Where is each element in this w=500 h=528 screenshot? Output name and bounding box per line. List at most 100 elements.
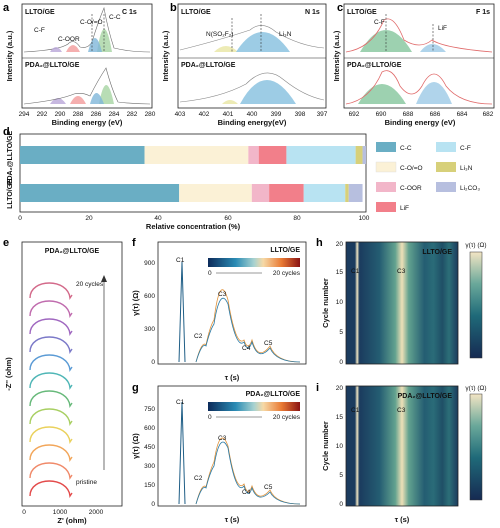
- x-axis-label: Binding energy (eV): [385, 118, 456, 127]
- bar-segment: [348, 184, 363, 202]
- panel-letter: a: [3, 2, 10, 14]
- nyquist-arc: [29, 408, 73, 427]
- arrow-head-icon: [101, 275, 107, 282]
- plot-frame: [19, 133, 367, 213]
- colorbar: [469, 393, 483, 501]
- spectrum-envelope: [345, 18, 493, 53]
- heatmap: [346, 242, 458, 364]
- panel-title: PDA₂@LLTO/GE: [398, 393, 453, 400]
- legend-label: C-OOR: [400, 185, 422, 192]
- y-tick: 600: [144, 425, 155, 432]
- y-tick: 20: [336, 241, 344, 248]
- nyquist-arc: [29, 354, 73, 373]
- panel-f: f LLTO/GE 0 20 cycles C1 C2 C3 C4 C5 0 3…: [131, 237, 307, 382]
- x-ticks: 692 690 688 686 684 682: [349, 111, 494, 118]
- category-label: PDA₂@LLTO/GE: [7, 130, 14, 185]
- y-axis-label: γ(τ) (Ω): [131, 433, 140, 459]
- y-tick: 10: [336, 443, 344, 450]
- nyquist-arc: [29, 444, 73, 463]
- cycle-colorbar: [208, 258, 300, 267]
- panel-e: e PDA₂@LLTO/GE 20 cycles pristine -Z'' (…: [3, 237, 123, 525]
- peak-fill-lif: [420, 44, 446, 52]
- spectrum-envelope: [23, 67, 151, 105]
- peak-label: C1: [176, 257, 185, 264]
- peak-fill-coor: [70, 96, 86, 104]
- nyquist-arc: [29, 282, 73, 301]
- y-ticks: 0 5 10 15 20: [336, 241, 344, 366]
- x-tick: 684: [457, 111, 468, 118]
- sample-label: LLTO/GE: [181, 9, 211, 16]
- peak-label: C5: [264, 340, 273, 347]
- sample-label: PDA₂@LLTO/GE: [25, 62, 80, 69]
- peak-fill-cf: [50, 47, 62, 52]
- panel-letter: h: [316, 237, 323, 249]
- y-tick: 15: [336, 269, 344, 276]
- x-tick: 688: [403, 111, 414, 118]
- legend-swatch: [436, 182, 456, 192]
- nyquist-arc: [29, 336, 73, 355]
- y-tick: 450: [144, 444, 155, 451]
- y-tick: 15: [336, 414, 344, 421]
- peak-label: C2: [194, 475, 203, 482]
- bar-segment: [144, 146, 249, 164]
- nyquist-arc: [29, 390, 73, 409]
- y-ticks: 0 300 600 900: [144, 260, 155, 366]
- arrow-label: 20 cycles: [76, 281, 104, 288]
- bar-segment: [362, 146, 366, 164]
- x-ticks: 0 1000 2000: [22, 509, 103, 516]
- bar-segment: [20, 184, 180, 202]
- panel-title: LLTO/GE: [422, 249, 452, 256]
- x-tick: 0: [18, 215, 22, 222]
- colorbar: [469, 251, 483, 359]
- x-tick: 294: [19, 111, 30, 118]
- legend-swatch: [376, 182, 396, 192]
- sample-label: PDA₂@LLTO/GE: [181, 62, 236, 69]
- stacked-bars: [20, 146, 366, 202]
- bar-segment: [248, 146, 259, 164]
- x-tick: 60: [224, 215, 232, 222]
- x-tick: 286: [91, 111, 102, 118]
- drt-curve: [178, 261, 186, 363]
- y-ticks: 0 5 10 15 20: [336, 385, 344, 508]
- x-ticks: 294 292 290 288 286 284 282 280: [19, 111, 156, 118]
- drt-curve: [178, 401, 186, 505]
- y-axis-label: Cycle number: [321, 278, 330, 328]
- panel-title: PDA₂@LLTO/GE: [246, 391, 301, 398]
- cbar-end: 20 cycles: [273, 270, 301, 277]
- y-axis-label: Intensity (a.u.): [161, 30, 170, 81]
- peak-label: C-C: [109, 14, 121, 21]
- x-tick: 402: [199, 111, 210, 118]
- y-tick: 300: [144, 463, 155, 470]
- peak-fill-coor: [66, 45, 80, 52]
- panel-i: i PDA₂@LLTO/GE C1 C3 0 5 10 15 20 Cycle …: [316, 382, 487, 524]
- panel-letter: g: [132, 382, 139, 394]
- x-axis-label: τ (s): [225, 515, 240, 524]
- panel-letter: b: [170, 2, 177, 14]
- x-tick: 0: [22, 509, 26, 516]
- peak-fill-cf: [358, 84, 406, 104]
- y-tick: 150: [144, 482, 155, 489]
- x-tick: 398: [295, 111, 306, 118]
- panel-letter: i: [316, 382, 319, 394]
- x-tick: 40: [154, 215, 162, 222]
- x-tick: 1000: [53, 509, 68, 516]
- plot-frame: [21, 3, 153, 109]
- panel-letter: c: [337, 2, 343, 14]
- x-ticks: 403 402 401 400 399 398 397: [175, 111, 328, 118]
- y-axis-label: Intensity (a.u.): [5, 30, 14, 81]
- y-tick: 300: [144, 326, 155, 333]
- x-tick: 290: [55, 111, 66, 118]
- plot-frame: [177, 3, 327, 109]
- peak-label: C3: [218, 291, 227, 298]
- panel-a: a LLTO/GE C 1s PDA₂@LLTO/GE C-F C-OOR C-…: [3, 2, 156, 127]
- y-tick: 20: [336, 385, 344, 392]
- x-tick: 282: [127, 111, 138, 118]
- x-axis-label: Z' (ohm): [57, 516, 87, 525]
- panel-h: h LLTO/GE C1 C3 0 5 10 15 20 Cycle numbe…: [316, 237, 487, 366]
- y-tick: 10: [336, 299, 344, 306]
- y-ticks: 0 150 300 450 600 750: [144, 406, 155, 508]
- panel-d: d PDA₂@LLTO/GE LLTO/GE 0 20 40 60 80 100…: [3, 126, 480, 231]
- sample-label: PDA₂@LLTO/GE: [347, 62, 402, 69]
- legend-label: C-O/=O: [400, 165, 423, 172]
- bar-segment: [286, 146, 356, 164]
